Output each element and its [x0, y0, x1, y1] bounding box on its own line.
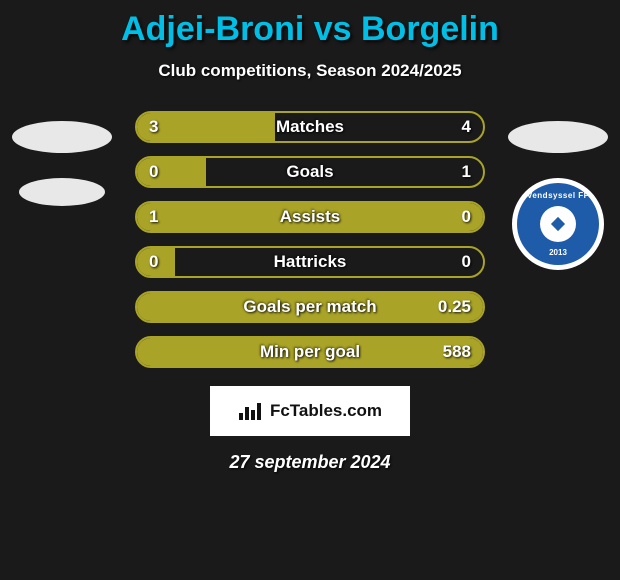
stat-fill-left: [137, 158, 206, 186]
stat-bar: Goals per match 0.25: [135, 291, 485, 323]
stat-bar: Hattricks 0 0: [135, 246, 485, 278]
stat-value-left: 3: [149, 117, 158, 137]
left-player-column: [7, 111, 117, 206]
stat-bar: Assists 1 0: [135, 201, 485, 233]
stat-value-right: 588: [443, 342, 471, 362]
stat-label: Matches: [276, 117, 344, 137]
club-badge-name: Vendsyssel FF: [527, 191, 589, 200]
right-player-avatar-placeholder: [508, 121, 608, 153]
stat-value-right: 4: [462, 117, 471, 137]
stat-value-left: 1: [149, 207, 158, 227]
stat-value-right: 0: [462, 207, 471, 227]
stat-label: Min per goal: [260, 342, 360, 362]
stat-bar: Goals 0 1: [135, 156, 485, 188]
left-club-badge-placeholder: [19, 178, 105, 206]
soccer-ball-icon: [540, 206, 576, 242]
branding-badge: FcTables.com: [210, 386, 410, 436]
stat-value-left: 0: [149, 162, 158, 182]
page-title: Adjei-Broni vs Borgelin: [0, 10, 620, 49]
stat-label: Goals per match: [243, 297, 376, 317]
date-text: 27 september 2024: [0, 452, 620, 473]
stat-label: Hattricks: [274, 252, 347, 272]
comparison-card: Adjei-Broni vs Borgelin Club competition…: [0, 0, 620, 483]
subtitle: Club competitions, Season 2024/2025: [0, 61, 620, 81]
stat-bar: Min per goal 588: [135, 336, 485, 368]
stat-value-right: 0.25: [438, 297, 471, 317]
right-club-badge: Vendsyssel FF 2013: [512, 178, 604, 270]
stat-value-left: 0: [149, 252, 158, 272]
bars-icon: [238, 401, 264, 421]
content-row: Matches34Goals01Assists10Hattricks00Goal…: [0, 111, 620, 368]
club-badge-year: 2013: [549, 248, 567, 257]
club-badge-inner: Vendsyssel FF 2013: [517, 183, 599, 265]
stat-label: Goals: [286, 162, 333, 182]
right-player-column: Vendsyssel FF 2013: [503, 111, 613, 270]
stat-value-right: 0: [462, 252, 471, 272]
stats-bars: Matches34Goals01Assists10Hattricks00Goal…: [135, 111, 485, 368]
branding-text: FcTables.com: [270, 401, 382, 421]
stat-bar: Matches 3 4: [135, 111, 485, 143]
stat-label: Assists: [280, 207, 340, 227]
stat-value-right: 1: [462, 162, 471, 182]
left-player-avatar-placeholder: [12, 121, 112, 153]
